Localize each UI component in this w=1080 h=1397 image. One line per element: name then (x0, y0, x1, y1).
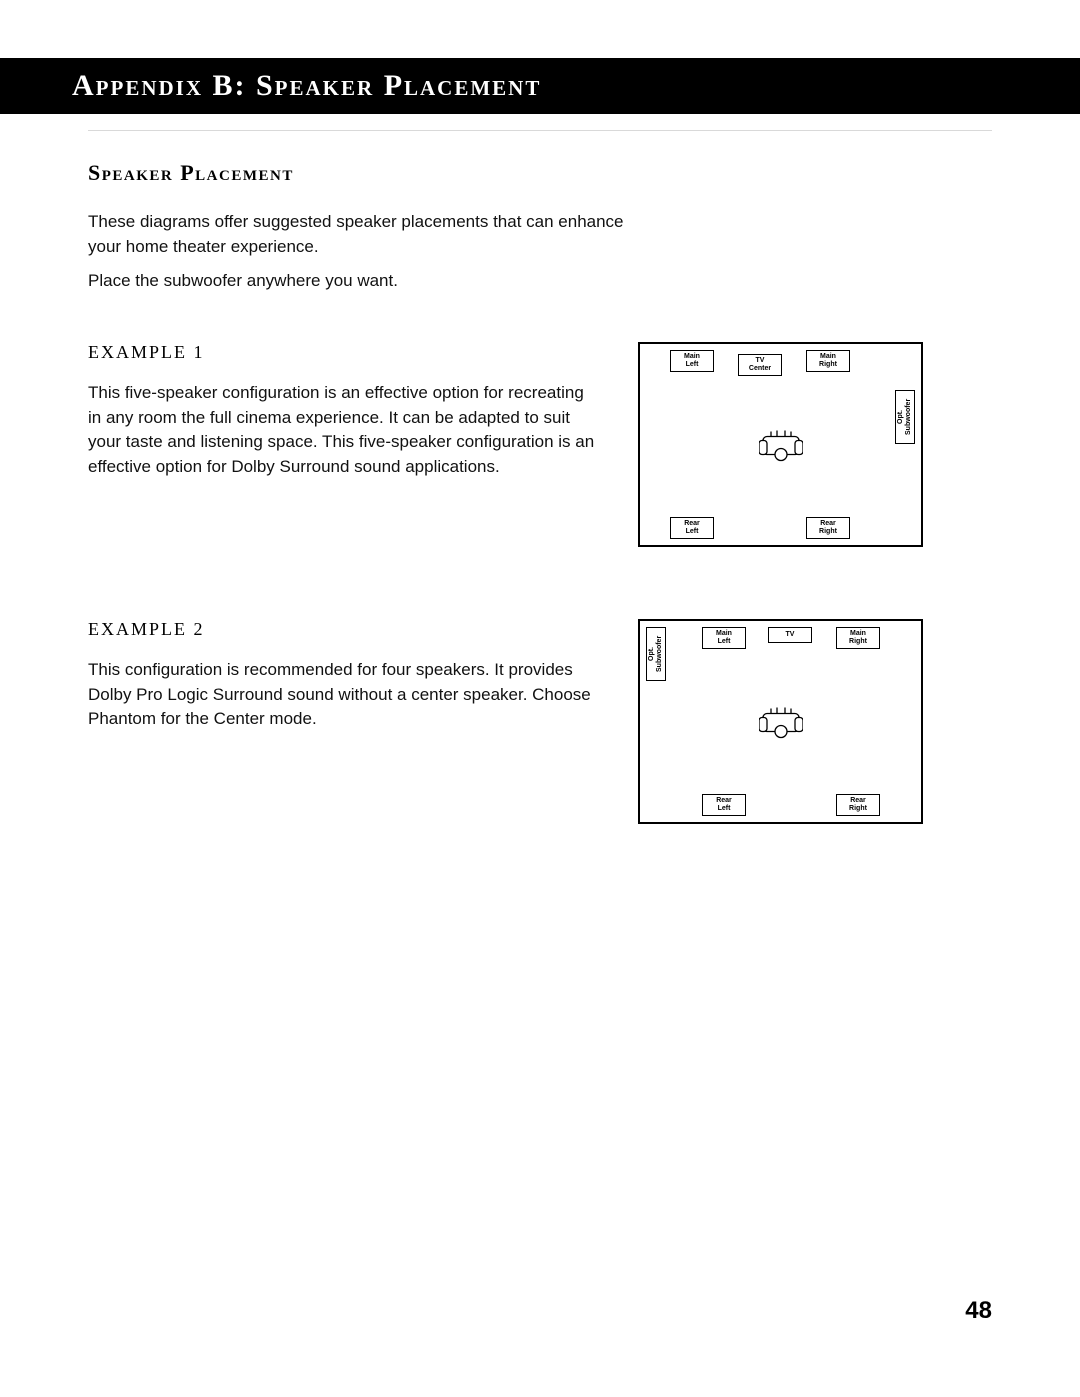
example-1-text: EXAMPLE 1 This five-speaker configuratio… (88, 342, 598, 480)
room-layout-2: Opt. Subwoofer Main Left TV Main Right R… (638, 619, 923, 824)
room-layout-1: Main Left TV Center Main Right Opt. Subw… (638, 342, 923, 547)
speaker-rear-right-2: Rear Right (836, 794, 880, 816)
speaker-main-right: Main Right (806, 350, 850, 372)
section-title: Speaker Placement (88, 160, 992, 186)
example-1-label: EXAMPLE 1 (88, 342, 598, 363)
speaker-subwoofer-2: Opt. Subwoofer (646, 627, 666, 681)
couch-icon (759, 429, 803, 468)
intro-paragraph-2: Place the subwoofer anywhere you want. (88, 269, 648, 294)
example-2-diagram: Opt. Subwoofer Main Left TV Main Right R… (638, 619, 923, 824)
example-2-text: EXAMPLE 2 This configuration is recommen… (88, 619, 598, 732)
speaker-main-left: Main Left (670, 350, 714, 372)
example-2-block: EXAMPLE 2 This configuration is recommen… (88, 619, 992, 824)
example-2-body: This configuration is recommended for fo… (88, 658, 598, 732)
intro-paragraph-1: These diagrams offer suggested speaker p… (88, 210, 648, 259)
banner-title: Appendix B: Speaker Placement (72, 69, 541, 103)
speaker-main-right-2: Main Right (836, 627, 880, 649)
speaker-tv-2: TV (768, 627, 812, 643)
speaker-rear-left-2: Rear Left (702, 794, 746, 816)
speaker-rear-left: Rear Left (670, 517, 714, 539)
speaker-rear-right: Rear Right (806, 517, 850, 539)
example-1-diagram: Main Left TV Center Main Right Opt. Subw… (638, 342, 923, 547)
example-1-body: This five-speaker configuration is an ef… (88, 381, 598, 480)
page-content: Speaker Placement These diagrams offer s… (88, 160, 992, 824)
top-rule (88, 130, 992, 131)
speaker-subwoofer: Opt. Subwoofer (895, 390, 915, 444)
speaker-main-left-2: Main Left (702, 627, 746, 649)
example-1-block: EXAMPLE 1 This five-speaker configuratio… (88, 342, 992, 547)
page-number: 48 (965, 1297, 992, 1325)
example-2-label: EXAMPLE 2 (88, 619, 598, 640)
appendix-banner: Appendix B: Speaker Placement (0, 58, 1080, 114)
couch-icon-2 (759, 706, 803, 745)
speaker-tv-center: TV Center (738, 354, 782, 376)
